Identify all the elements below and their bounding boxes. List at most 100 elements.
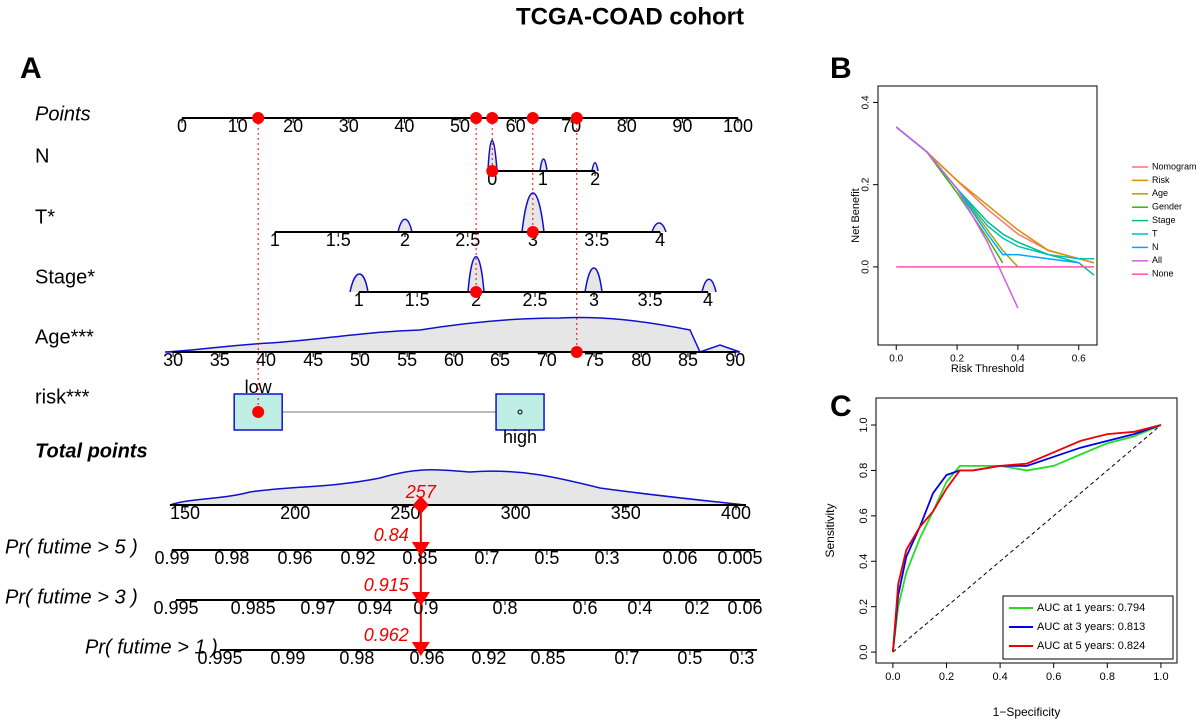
tick-label: 2.5 (455, 230, 480, 250)
panel-label: A (20, 52, 42, 85)
points-marker (470, 112, 483, 124)
tick-label: 2 (400, 230, 410, 250)
tick-label: 3 (589, 290, 599, 310)
selected-marker (252, 406, 265, 418)
tick-label: 0.96 (277, 548, 312, 568)
tick-label: 3 (528, 230, 538, 250)
tick-label: 0.92 (471, 648, 506, 668)
tick-label: 0.4 (627, 598, 652, 618)
tick-label: low (245, 377, 273, 397)
panel-label: C (830, 390, 852, 423)
tick-label: 0.8 (493, 598, 518, 618)
x-tick-label: 0.6 (1046, 671, 1061, 683)
tick-label: 0.6 (573, 598, 598, 618)
tick-label: 45 (303, 350, 323, 370)
series-line (895, 126, 1095, 276)
y-axis-label: Net Benefit (850, 188, 862, 242)
tick-label: 0.98 (214, 548, 249, 568)
legend-label: None (1152, 269, 1174, 279)
legend-label: Gender (1152, 202, 1182, 212)
tick-label: 0.06 (662, 548, 697, 568)
tick-label: 300 (501, 503, 531, 523)
total-density (169, 469, 746, 506)
y-tick-label: 0.4 (861, 95, 872, 109)
tick-label: 0.3 (595, 548, 620, 568)
tick-label: 0.99 (154, 548, 189, 568)
tick-label: 1 (270, 230, 280, 250)
total-marker (412, 496, 429, 514)
legend-label: Age (1152, 188, 1168, 198)
tick-label: 75 (584, 350, 604, 370)
tick-label: 2.5 (523, 290, 548, 310)
legend-label: Risk (1152, 175, 1170, 185)
tick-label: 20 (283, 116, 303, 136)
tick-label: 40 (394, 116, 414, 136)
probability-value-label: 0.962 (364, 625, 409, 645)
series-line (895, 126, 1019, 268)
x-tick-label: 0.6 (1072, 354, 1086, 365)
tick-label: 0.5 (677, 648, 702, 668)
tick-label: 40 (256, 350, 276, 370)
legend-label: N (1152, 242, 1159, 252)
series-line (895, 126, 1095, 264)
y-tick-label: 0.6 (858, 508, 870, 523)
tick-label: 0.92 (340, 548, 375, 568)
tick-label: 0 (487, 169, 497, 189)
tick-label: 250 (390, 503, 420, 523)
legend-label: AUC at 1 years: 0.794 (1037, 602, 1145, 614)
x-axis-label: Risk Threshold (951, 363, 1024, 375)
row-label: Stage* (35, 266, 95, 288)
probability-marker (411, 542, 430, 556)
figure-title: TCGA-COAD cohort (516, 3, 744, 30)
tick-label: 0.2 (684, 598, 709, 618)
points-marker (252, 112, 265, 124)
y-tick-label: 0.2 (861, 177, 872, 191)
selected-marker (570, 346, 583, 358)
tick-label: 1.5 (405, 290, 430, 310)
x-tick-label: 0.2 (939, 671, 954, 683)
probability-value-label: 0.84 (374, 525, 409, 545)
legend-label: AUC at 3 years: 0.813 (1037, 621, 1145, 633)
tick-label: 0.995 (153, 598, 198, 618)
tick-label: high (503, 427, 537, 447)
tick-label: 90 (725, 350, 745, 370)
tick-label: 3.5 (638, 290, 663, 310)
tick-label: 55 (397, 350, 417, 370)
tick-label: 60 (444, 350, 464, 370)
tick-label: 0.7 (614, 648, 639, 668)
tick-label: 10 (228, 116, 248, 136)
tick-label: 0.06 (728, 598, 763, 618)
n-density (487, 139, 599, 172)
legend-label: AUC at 5 years: 0.824 (1037, 640, 1145, 652)
series-line (892, 424, 1162, 653)
tick-label: 150 (170, 503, 200, 523)
tick-label: 2 (590, 169, 600, 189)
probability-marker (411, 642, 430, 656)
tick-label: 0.96 (409, 648, 444, 668)
series-line (895, 126, 1019, 309)
tick-label: 0.97 (300, 598, 335, 618)
points-marker (570, 112, 583, 124)
tick-label: 0 (177, 116, 187, 136)
legend-label: Stage (1152, 215, 1176, 225)
tick-label: 50 (450, 116, 470, 136)
plot-frame (875, 397, 1178, 664)
y-tick-label: 0.0 (861, 260, 872, 274)
legend-label: Nomogram (1152, 161, 1197, 171)
tick-label: 30 (339, 116, 359, 136)
tick-label: 70 (537, 350, 557, 370)
y-axis-label: Sensitivity (823, 503, 837, 557)
row-label: Points (35, 103, 91, 125)
tick-label: 85 (678, 350, 698, 370)
selected-marker (470, 286, 483, 298)
legend-label: T (1152, 228, 1158, 238)
tick-label: 0.005 (717, 548, 762, 568)
selected-marker (486, 165, 499, 177)
x-tick-label: 1.0 (1153, 671, 1168, 683)
tick-label: 4 (655, 230, 665, 250)
y-tick-label: 0.0 (858, 644, 870, 659)
row-label: risk*** (35, 386, 90, 408)
row-label: Age*** (35, 326, 94, 348)
tick-label: 1 (354, 290, 364, 310)
